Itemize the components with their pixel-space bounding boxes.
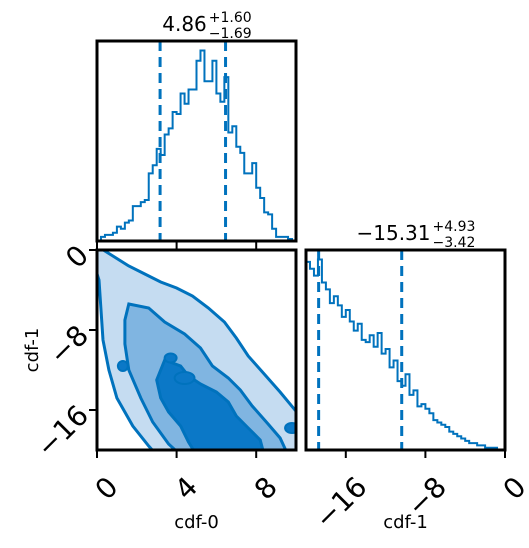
histogram-step-line: [305, 258, 505, 451]
x-axis-label: cdf-1: [383, 512, 428, 533]
x-tick-label-2: 0: [497, 470, 529, 506]
panel-title-value: 4.86: [162, 12, 207, 36]
contour-level-middle: [123, 302, 288, 450]
contour-fills: [97, 250, 296, 450]
contour-island-0: [116, 360, 129, 372]
contour-island-2: [173, 371, 196, 385]
panel-frame: [304, 248, 507, 452]
y-tick-label-2: −16: [30, 399, 95, 464]
histogram-cdf-0: 4.86 +1.60−1.69: [95, 10, 298, 249]
contour-island-1: [163, 352, 178, 364]
panel-frame: [95, 39, 298, 243]
y-tick-label-0: 0: [59, 239, 95, 275]
panel-title-plus: +4.93: [433, 219, 476, 235]
x-tick-label-2: 8: [248, 470, 284, 506]
panel-title-minus: −1.69: [209, 26, 252, 42]
panel-title-minus: −3.42: [433, 235, 476, 251]
x-tick-label-0: 0: [89, 470, 125, 506]
y-axis-label: cdf-1: [22, 328, 43, 373]
panel-frame: [95, 248, 298, 452]
histogram-step-line: [99, 49, 296, 242]
y-tick-label-1: −8: [42, 319, 95, 372]
x-tick-label-0: −16: [308, 470, 373, 535]
contour-island-3: [284, 422, 296, 434]
x-tick-label-1: 4: [168, 470, 204, 506]
x-axis-label: cdf-0: [174, 512, 219, 533]
panel-title-value: −15.31: [356, 221, 430, 245]
contour-cdf0-cdf1: 0 4 8 0 −8 −16 cdf-0 cdf-1: [22, 239, 298, 533]
panel-title-plus: +1.60: [209, 10, 252, 26]
